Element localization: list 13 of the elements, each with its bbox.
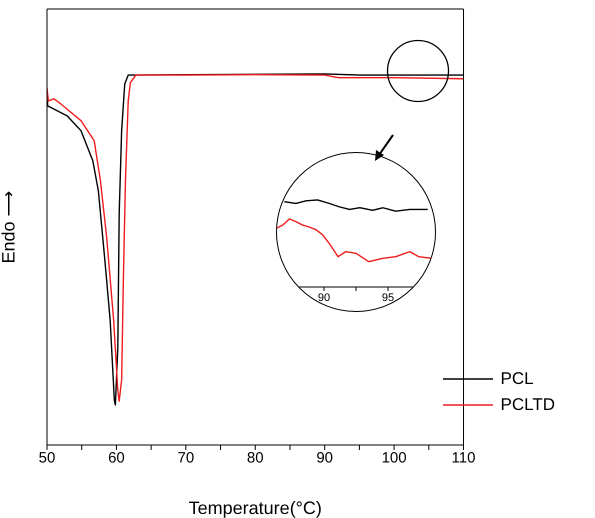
- x-tick-label: 60: [108, 450, 125, 467]
- x-tick-label: 80: [246, 450, 264, 467]
- y-axis-title: Endo ⟶: [0, 190, 18, 264]
- x-tick-label: 90: [317, 291, 330, 304]
- x-tick-label: 110: [452, 450, 476, 467]
- x-tick-label: 70: [177, 450, 194, 467]
- x-tick-label: 90: [316, 450, 334, 467]
- x-axis-title: Temperature(°C): [188, 498, 322, 518]
- legend-label: PCL: [500, 369, 534, 389]
- x-tick-label: 50: [38, 450, 56, 467]
- x-tick-label: 100: [382, 450, 407, 467]
- legend-label: PCLTD: [500, 395, 555, 415]
- x-tick-label: 95: [381, 291, 394, 304]
